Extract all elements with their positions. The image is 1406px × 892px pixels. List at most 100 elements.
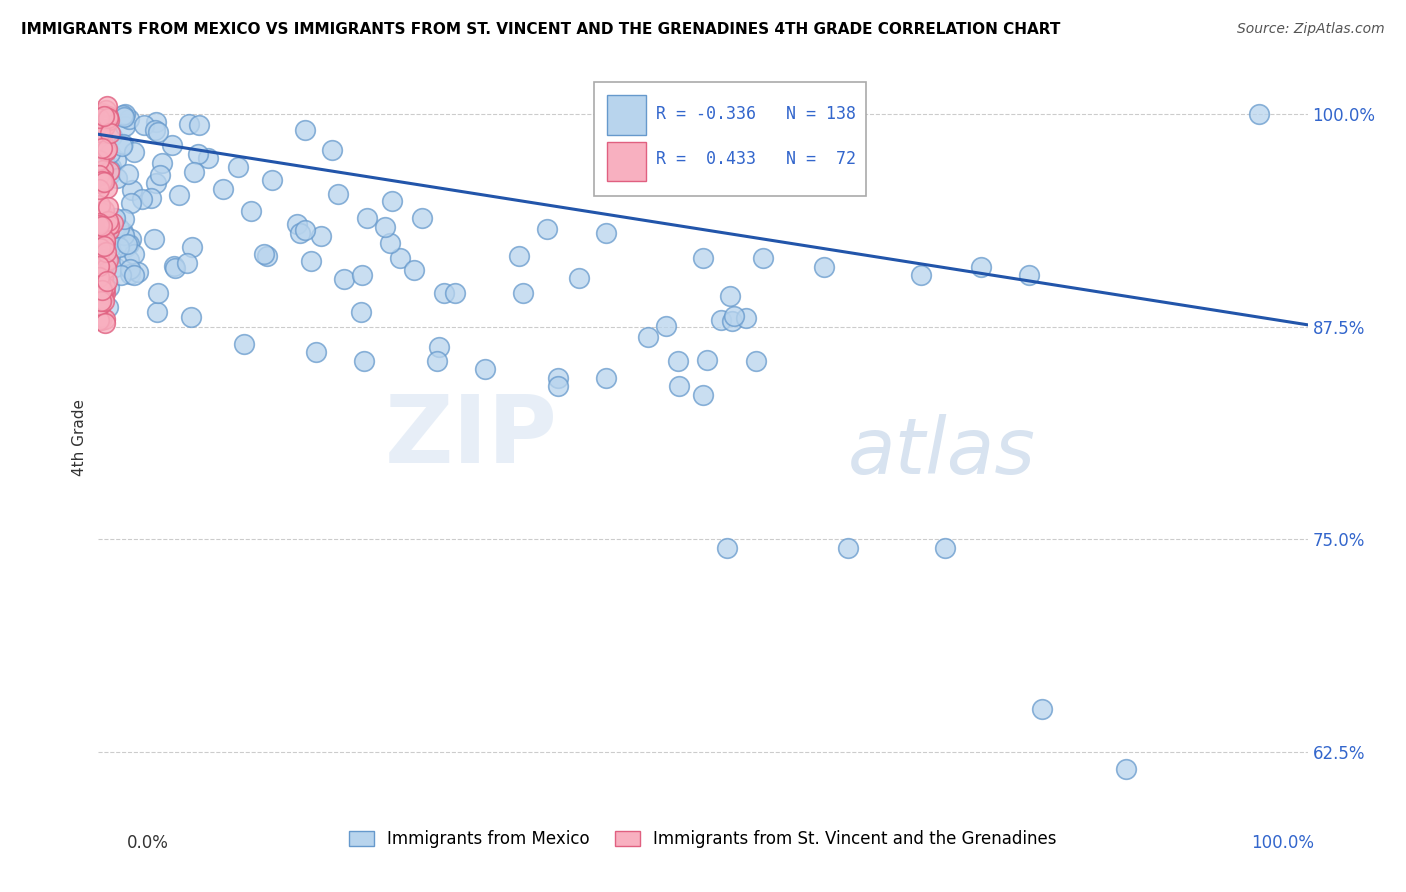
- Point: [91, 172, 114, 186]
- Point: [145, 305, 167, 319]
- Point: [89, 270, 111, 285]
- Point: [260, 173, 283, 187]
- Point: [89, 173, 111, 187]
- Point: [716, 541, 738, 555]
- Point: [112, 136, 135, 151]
- Point: [97, 300, 120, 314]
- Point: [93, 109, 115, 123]
- Point: [1115, 762, 1137, 776]
- Point: [294, 122, 316, 136]
- Point: [94, 119, 117, 133]
- Point: [91, 174, 114, 188]
- Point: [89, 153, 111, 168]
- Point: [692, 252, 714, 266]
- Point: [93, 268, 115, 283]
- Point: [692, 387, 714, 401]
- Point: [91, 105, 114, 120]
- Point: [101, 128, 124, 143]
- Point: [98, 126, 121, 140]
- Point: [735, 311, 758, 326]
- Point: [112, 228, 135, 243]
- Point: [91, 230, 114, 244]
- Point: [321, 143, 343, 157]
- Point: [970, 260, 993, 274]
- Point: [96, 252, 118, 266]
- Point: [91, 239, 114, 253]
- Point: [89, 125, 111, 139]
- Point: [115, 237, 138, 252]
- Point: [90, 310, 112, 325]
- Point: [98, 242, 121, 256]
- Point: [353, 353, 375, 368]
- Point: [97, 164, 120, 178]
- Point: [837, 541, 859, 555]
- Text: 0.0%: 0.0%: [127, 834, 169, 852]
- Point: [117, 236, 139, 251]
- Point: [752, 252, 775, 266]
- Point: [118, 252, 141, 267]
- Point: [285, 217, 308, 231]
- Point: [89, 292, 111, 306]
- Point: [110, 268, 132, 283]
- Point: [105, 171, 128, 186]
- Point: [139, 191, 162, 205]
- Point: [595, 370, 617, 384]
- Point: [187, 146, 209, 161]
- Point: [97, 200, 120, 214]
- Point: [253, 247, 276, 261]
- Point: [374, 220, 396, 235]
- Point: [87, 107, 110, 121]
- Point: [96, 142, 118, 156]
- Text: R =  0.433   N =  72: R = 0.433 N = 72: [655, 150, 856, 168]
- Point: [98, 113, 121, 128]
- Point: [90, 126, 112, 140]
- Point: [91, 219, 114, 233]
- Point: [93, 293, 115, 308]
- Point: [90, 220, 112, 235]
- Point: [87, 269, 110, 284]
- Y-axis label: 4th Grade: 4th Grade: [72, 399, 87, 475]
- Point: [93, 238, 115, 252]
- Point: [131, 192, 153, 206]
- Point: [212, 182, 235, 196]
- Point: [536, 222, 558, 236]
- Point: [142, 232, 165, 246]
- Point: [388, 251, 411, 265]
- Point: [90, 177, 112, 191]
- Text: 100.0%: 100.0%: [1251, 834, 1315, 852]
- Point: [93, 236, 115, 251]
- Point: [637, 330, 659, 344]
- Point: [150, 156, 173, 170]
- Point: [120, 261, 142, 276]
- Point: [180, 240, 202, 254]
- Point: [91, 166, 114, 180]
- Point: [90, 313, 112, 327]
- Point: [87, 298, 110, 312]
- Point: [568, 271, 591, 285]
- FancyBboxPatch shape: [607, 95, 647, 135]
- Point: [89, 241, 111, 255]
- Point: [90, 296, 112, 310]
- Point: [96, 274, 118, 288]
- Point: [87, 266, 110, 280]
- Point: [188, 118, 211, 132]
- Point: [97, 280, 120, 294]
- Point: [163, 260, 186, 275]
- Point: [228, 160, 250, 174]
- Point: [112, 110, 135, 124]
- Point: [114, 107, 136, 121]
- Point: [97, 253, 120, 268]
- Point: [89, 112, 111, 126]
- Point: [93, 217, 115, 231]
- Point: [94, 236, 117, 251]
- Point: [120, 232, 142, 246]
- Point: [145, 115, 167, 129]
- Point: [91, 270, 114, 285]
- Point: [595, 226, 617, 240]
- Point: [311, 229, 333, 244]
- Point: [910, 268, 932, 283]
- Point: [89, 312, 111, 326]
- Point: [100, 160, 122, 174]
- Point: [183, 164, 205, 178]
- Point: [93, 312, 115, 326]
